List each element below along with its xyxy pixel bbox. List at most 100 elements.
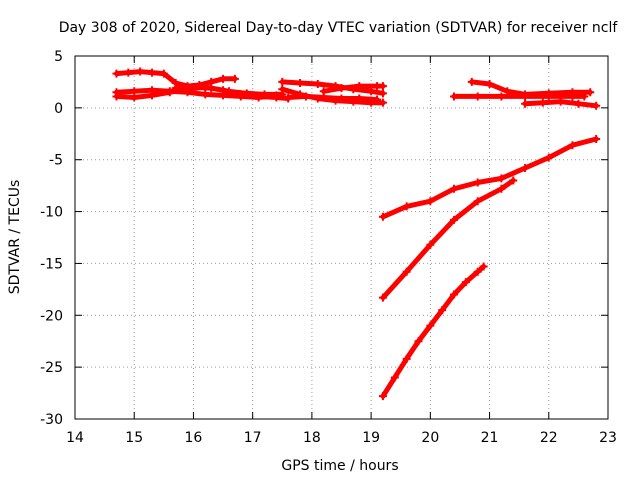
data-point bbox=[130, 93, 139, 102]
data-point bbox=[189, 83, 198, 92]
data-point bbox=[124, 68, 133, 77]
data-point bbox=[373, 95, 382, 104]
data-point bbox=[568, 141, 577, 150]
data-point bbox=[319, 93, 328, 102]
data-point bbox=[224, 87, 233, 96]
data-point bbox=[201, 90, 210, 99]
data-point bbox=[574, 99, 583, 108]
series-11 bbox=[521, 97, 601, 110]
y-tick-label: -10 bbox=[40, 205, 63, 221]
data-point bbox=[147, 91, 156, 100]
data-point bbox=[521, 164, 530, 173]
data-point bbox=[136, 67, 145, 76]
series-trace bbox=[380, 178, 516, 301]
x-axis-label: GPS time / hours bbox=[281, 458, 398, 474]
data-point bbox=[313, 80, 322, 89]
chart-title: Day 308 of 2020, Sidereal Day-to-day VTE… bbox=[59, 20, 619, 36]
data-point bbox=[473, 267, 482, 276]
data-point bbox=[521, 99, 530, 108]
series-1 bbox=[112, 67, 239, 91]
data-point bbox=[207, 84, 216, 93]
data-point bbox=[378, 98, 387, 107]
data-point bbox=[426, 321, 435, 330]
data-point bbox=[402, 354, 411, 363]
y-tick-label: -15 bbox=[40, 256, 63, 272]
data-point bbox=[426, 197, 435, 206]
data-point bbox=[355, 94, 364, 103]
data-point bbox=[337, 84, 346, 93]
x-tick-label: 22 bbox=[540, 430, 558, 446]
data-point bbox=[378, 212, 387, 221]
data-point bbox=[473, 178, 482, 187]
x-tick-label: 19 bbox=[362, 430, 380, 446]
x-tick-label: 21 bbox=[481, 430, 499, 446]
data-point bbox=[544, 153, 553, 162]
data-point bbox=[467, 77, 476, 86]
data-point bbox=[485, 80, 494, 89]
data-point bbox=[296, 78, 305, 87]
data-point bbox=[450, 215, 459, 224]
x-tick-label: 18 bbox=[303, 430, 321, 446]
data-point bbox=[355, 82, 364, 91]
data-point bbox=[509, 176, 518, 185]
data-point bbox=[473, 197, 482, 206]
data-point bbox=[592, 134, 601, 143]
y-tick-label: 5 bbox=[54, 49, 63, 65]
y-tick-label: -25 bbox=[40, 360, 63, 376]
series-trace bbox=[380, 264, 487, 399]
x-tick-label: 16 bbox=[185, 430, 203, 446]
data-point bbox=[147, 68, 156, 77]
data-point bbox=[112, 92, 121, 101]
data-point bbox=[414, 337, 423, 346]
data-point bbox=[301, 92, 310, 101]
x-tick-label: 23 bbox=[599, 430, 617, 446]
data-point bbox=[390, 373, 399, 382]
series-10 bbox=[467, 77, 595, 99]
x-tick-label: 15 bbox=[125, 430, 143, 446]
data-point bbox=[378, 293, 387, 302]
data-point bbox=[568, 88, 577, 97]
y-tick-label: -30 bbox=[40, 412, 63, 428]
plot-frame bbox=[74, 55, 609, 420]
data-point bbox=[278, 77, 287, 86]
y-tick-label: 0 bbox=[54, 101, 63, 117]
series-trace bbox=[285, 93, 380, 103]
data-point bbox=[242, 89, 251, 98]
series-4 bbox=[171, 83, 287, 99]
data-point bbox=[556, 97, 565, 106]
data-point bbox=[497, 92, 506, 101]
data-point bbox=[538, 98, 547, 107]
data-point bbox=[450, 184, 459, 193]
data-point bbox=[438, 306, 447, 315]
data-point bbox=[473, 92, 482, 101]
data-point bbox=[378, 89, 387, 98]
series-8 bbox=[284, 92, 382, 104]
y-axis-label: SDTVAR / TECUs bbox=[7, 180, 23, 295]
data-point bbox=[159, 69, 168, 78]
grid-lines bbox=[75, 56, 608, 419]
data-point bbox=[171, 84, 180, 93]
data-point bbox=[402, 202, 411, 211]
data-point bbox=[112, 69, 121, 78]
data-series bbox=[112, 67, 601, 401]
data-point bbox=[521, 90, 530, 99]
x-tick-label: 20 bbox=[421, 430, 439, 446]
y-tick-label: -5 bbox=[49, 153, 63, 169]
data-point bbox=[544, 89, 553, 98]
x-tick-label: 14 bbox=[66, 430, 84, 446]
series-trace bbox=[380, 136, 599, 220]
x-axis-ticks: 14 15 16 17 18 19 20 21 22 23 bbox=[66, 56, 617, 446]
data-point bbox=[497, 184, 506, 193]
data-point bbox=[230, 74, 239, 83]
data-point bbox=[284, 93, 293, 102]
data-point bbox=[450, 92, 459, 101]
x-tick-label: 17 bbox=[244, 430, 262, 446]
y-axis-ticks: 5 0 -5 -10 -15 -20 -25 -30 bbox=[40, 49, 608, 428]
series-14 bbox=[378, 262, 488, 401]
data-point bbox=[378, 392, 387, 401]
data-point bbox=[165, 88, 174, 97]
data-point bbox=[260, 90, 269, 99]
data-point bbox=[586, 88, 595, 97]
data-point bbox=[503, 87, 512, 96]
